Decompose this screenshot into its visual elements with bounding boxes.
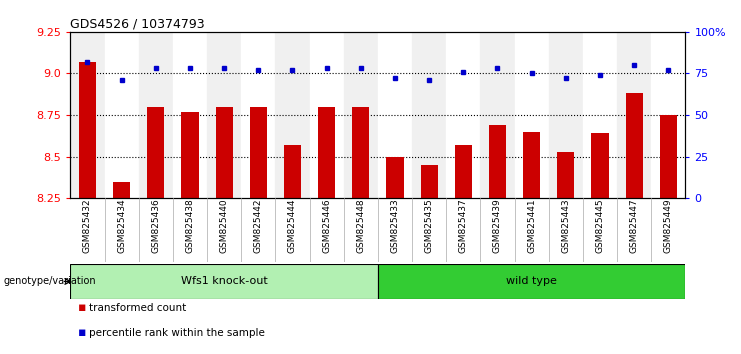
Bar: [147, 107, 165, 198]
Bar: [583, 32, 617, 198]
Text: GSM825447: GSM825447: [630, 198, 639, 253]
Text: GSM825434: GSM825434: [117, 198, 126, 253]
FancyBboxPatch shape: [378, 264, 685, 299]
Bar: [79, 62, 96, 198]
Bar: [514, 32, 549, 198]
Bar: [557, 152, 574, 198]
Text: genotype/variation: genotype/variation: [4, 276, 96, 286]
Bar: [455, 145, 472, 198]
Bar: [139, 32, 173, 198]
Bar: [173, 32, 207, 198]
Text: GSM825440: GSM825440: [219, 198, 229, 253]
Bar: [276, 32, 310, 198]
Text: GSM825449: GSM825449: [664, 198, 673, 253]
Text: GSM825446: GSM825446: [322, 198, 331, 253]
Bar: [523, 132, 540, 198]
Text: GSM825448: GSM825448: [356, 198, 365, 253]
Bar: [242, 32, 276, 198]
Text: GDS4526 / 10374793: GDS4526 / 10374793: [70, 18, 205, 31]
Bar: [104, 32, 139, 198]
Bar: [387, 156, 404, 198]
Text: GSM825436: GSM825436: [151, 198, 160, 253]
Bar: [207, 32, 242, 198]
Text: GSM825439: GSM825439: [493, 198, 502, 253]
Bar: [378, 32, 412, 198]
Bar: [421, 165, 438, 198]
Text: wild type: wild type: [506, 276, 557, 286]
FancyBboxPatch shape: [70, 264, 378, 299]
Bar: [659, 115, 677, 198]
Bar: [182, 112, 199, 198]
Text: GSM825443: GSM825443: [562, 198, 571, 253]
Bar: [591, 133, 608, 198]
Bar: [344, 32, 378, 198]
Bar: [549, 32, 583, 198]
Bar: [446, 32, 480, 198]
Text: GSM825442: GSM825442: [254, 198, 263, 253]
Text: GSM825433: GSM825433: [391, 198, 399, 253]
Text: GSM825445: GSM825445: [596, 198, 605, 253]
Bar: [216, 107, 233, 198]
Bar: [625, 93, 642, 198]
Bar: [352, 107, 369, 198]
Bar: [489, 125, 506, 198]
Bar: [480, 32, 514, 198]
Bar: [250, 107, 267, 198]
Bar: [412, 32, 446, 198]
Bar: [284, 145, 301, 198]
Text: GSM825444: GSM825444: [288, 198, 297, 253]
Bar: [617, 32, 651, 198]
Text: GSM825441: GSM825441: [527, 198, 536, 253]
Bar: [70, 32, 104, 198]
Bar: [318, 107, 335, 198]
Bar: [310, 32, 344, 198]
Text: transformed count: transformed count: [89, 303, 186, 313]
Bar: [651, 32, 685, 198]
Text: ▪: ▪: [78, 302, 86, 314]
Text: GSM825432: GSM825432: [83, 198, 92, 253]
Text: percentile rank within the sample: percentile rank within the sample: [89, 328, 265, 338]
Bar: [113, 182, 130, 198]
Text: GSM825437: GSM825437: [459, 198, 468, 253]
Text: GSM825435: GSM825435: [425, 198, 433, 253]
Text: GSM825438: GSM825438: [185, 198, 194, 253]
Text: ▪: ▪: [78, 326, 86, 339]
Text: Wfs1 knock-out: Wfs1 knock-out: [181, 276, 268, 286]
